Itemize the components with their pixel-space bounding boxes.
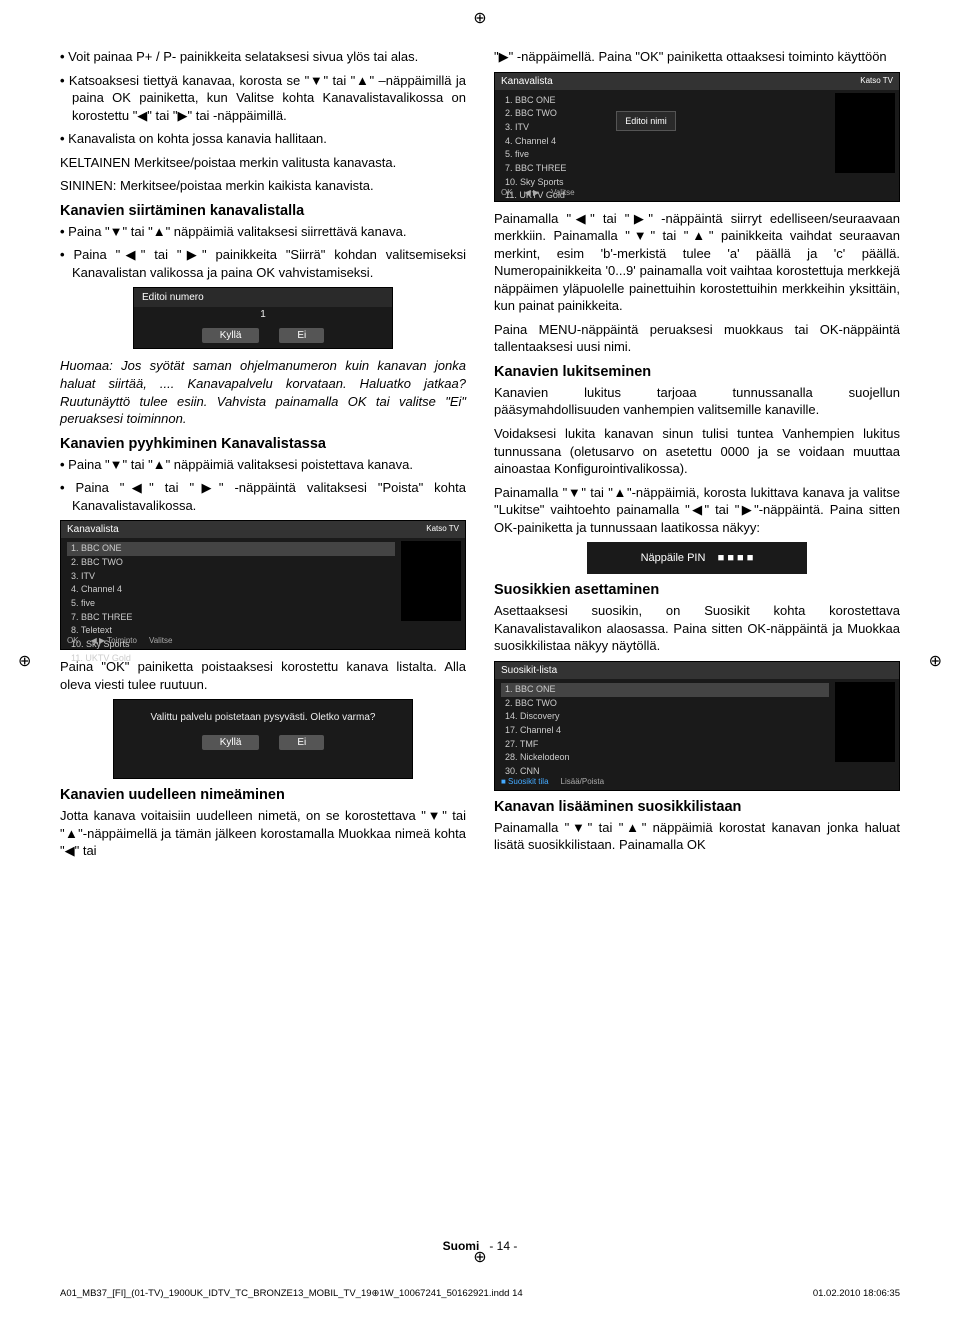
crop-mark-left: ⊕ [18, 651, 31, 671]
heading-lisaaminen: Kanavan lisääminen suosikkilistaan [494, 799, 900, 815]
text-lisaa: Painamalla "▼" tai "▲" näppäimiä korosta… [494, 819, 900, 854]
scr4-footer: OK◀ ▶Valitse [495, 186, 899, 199]
text-b7: Paina "◀" tai "▶" -näppäintä valitaksesi… [60, 479, 466, 514]
heading-suosikit: Suosikkien asettaminen [494, 582, 900, 598]
scr5-preview [835, 682, 895, 762]
text-p2: Katsoaksesi tiettyä kanavaa, korosta se … [60, 72, 466, 125]
scr1-num: 1 [134, 307, 392, 322]
text-suos: Asettaaksesi suosikin, on Suosikit kohta… [494, 602, 900, 655]
screenshot-editoi-numero: Editoi numero 1 Kyllä Ei [133, 287, 393, 349]
print-file: A01_MB37_[FI]_(01-TV)_1900UK_IDTV_TC_BRO… [60, 1288, 523, 1299]
scr1-title: Editoi numero [134, 288, 392, 307]
scr2-preview [401, 541, 461, 621]
scr2-title: Kanavalista [67, 524, 119, 535]
screenshot-kanavalista-2: Kanavalista Katso TV 1. BBC ONE 2. BBC T… [494, 72, 900, 202]
heading-siirtaminen: Kanavien siirtäminen kanavalistalla [60, 203, 466, 219]
screenshot-kanavalista-1: Kanavalista Katso TV 1. BBC ONE 2. BBC T… [60, 520, 466, 650]
footer-page: - 14 - [489, 1239, 517, 1253]
text-b5: Paina "◀" tai "▶" painikkeita "Siirrä" k… [60, 246, 466, 281]
print-date: 01.02.2010 18:06:35 [813, 1288, 900, 1299]
right-column: "▶" -näppäimellä. Paina "OK" painiketta … [494, 48, 900, 866]
text-luk1: Kanavien lukitus tarjoaa tunnussanalla s… [494, 384, 900, 419]
list-item: 5. five [67, 597, 395, 611]
screenshot-pin-entry: Näppäile PIN ■ ■ ■ ■ [587, 542, 807, 574]
print-metadata: A01_MB37_[FI]_(01-TV)_1900UK_IDTV_TC_BRO… [60, 1288, 900, 1299]
list-item: 11. UKTV Gold [67, 652, 395, 666]
pin-label: Näppäile PIN [641, 552, 706, 564]
list-item: 5. five [501, 148, 829, 162]
scr3-btn-no: Ei [279, 735, 324, 750]
list-item: 2. BBC TWO [501, 697, 829, 711]
text-sininen: SININEN: Merkitsee/poistaa merkin kaikis… [60, 177, 466, 195]
heading-lukitseminen: Kanavien lukitseminen [494, 364, 900, 380]
text-b6: Paina "▼" tai "▲" näppäimiä valitaksesi … [60, 456, 466, 474]
text-p1: Voit painaa P+ / P- painikkeita selataks… [60, 48, 466, 66]
screenshot-confirm-delete: Valittu palvelu poistetaan pysyvästi. Ol… [113, 699, 413, 779]
scr5-footer: ■ Suosikit tilaLisää/Poista [495, 775, 899, 788]
scr4-title: Kanavalista [501, 76, 553, 87]
scr1-btn-yes: Kyllä [202, 328, 260, 343]
text-b4: Paina "▼" tai "▲" näppäimiä valitaksesi … [60, 223, 466, 241]
scr3-msg: Valittu palvelu poistetaan pysyvästi. Ol… [114, 700, 412, 729]
scr2-footer: OK◀ ▶ ToimintoValitse [61, 634, 465, 647]
list-item: 27. TMF [501, 738, 829, 752]
list-item: 3. ITV [67, 570, 395, 584]
text-huomaa: Huomaa: Jos syötät saman ohjelmanumeron … [60, 357, 466, 427]
text-keltainen: KELTAINEN Merkitsee/poistaa merkin valit… [60, 154, 466, 172]
list-item: 2. BBC TWO [67, 556, 395, 570]
left-column: Voit painaa P+ / P- painikkeita selataks… [60, 48, 466, 866]
text-r2: Painamalla "◀" tai "▶" -näppäintä siirry… [494, 210, 900, 315]
text-luk3: Painamalla "▼" tai "▲"-näppäimiä, korost… [494, 484, 900, 537]
scr5-title: Suosikit-lista [501, 665, 557, 676]
list-item: 1. BBC ONE [501, 683, 829, 697]
screenshot-suosikit: Suosikit-lista 1. BBC ONE 2. BBC TWO 14.… [494, 661, 900, 791]
text-r3: Paina MENU-näppäintä peruaksesi muokkaus… [494, 321, 900, 356]
list-item: 1. BBC ONE [501, 94, 829, 108]
list-item: 14. Discovery [501, 710, 829, 724]
text-uud: Jotta kanava voitaisiin uudelleen nimetä… [60, 807, 466, 860]
text-luk2: Voidaksesi lukita kanavan sinun tulisi t… [494, 425, 900, 478]
crop-mark-right: ⊕ [929, 651, 942, 671]
page-content: Voit painaa P+ / P- painikkeita selataks… [0, 0, 960, 906]
list-item: 7. BBC THREE [67, 611, 395, 625]
heading-uudelleen: Kanavien uudelleen nimeäminen [60, 787, 466, 803]
scr3-btn-yes: Kyllä [202, 735, 260, 750]
pin-boxes: ■ ■ ■ ■ [718, 552, 754, 564]
heading-pyyhkiminen: Kanavien pyyhkiminen Kanavalistassa [60, 436, 466, 452]
scr1-btn-no: Ei [279, 328, 324, 343]
scr2-side: Katso TV [426, 524, 459, 535]
page-footer: Suomi - 14 - [0, 1239, 960, 1253]
scr4-preview [835, 93, 895, 173]
text-r1: "▶" -näppäimellä. Paina "OK" painiketta … [494, 48, 900, 66]
text-p3: Kanavalista on kohta jossa kanavia halli… [60, 130, 466, 148]
crop-mark-top: ⊕ [473, 8, 486, 28]
scr4-side: Katso TV [860, 76, 893, 87]
list-item: 17. Channel 4 [501, 724, 829, 738]
list-item: 4. Channel 4 [67, 583, 395, 597]
footer-lang: Suomi [443, 1239, 480, 1253]
list-item: 4. Channel 4 [501, 135, 829, 149]
list-item: 28. Nickelodeon [501, 751, 829, 765]
list-item: 7. BBC THREE [501, 162, 829, 176]
list-item: 1. BBC ONE [67, 542, 395, 556]
scr4-overlay: Editoi nimi [616, 111, 676, 131]
